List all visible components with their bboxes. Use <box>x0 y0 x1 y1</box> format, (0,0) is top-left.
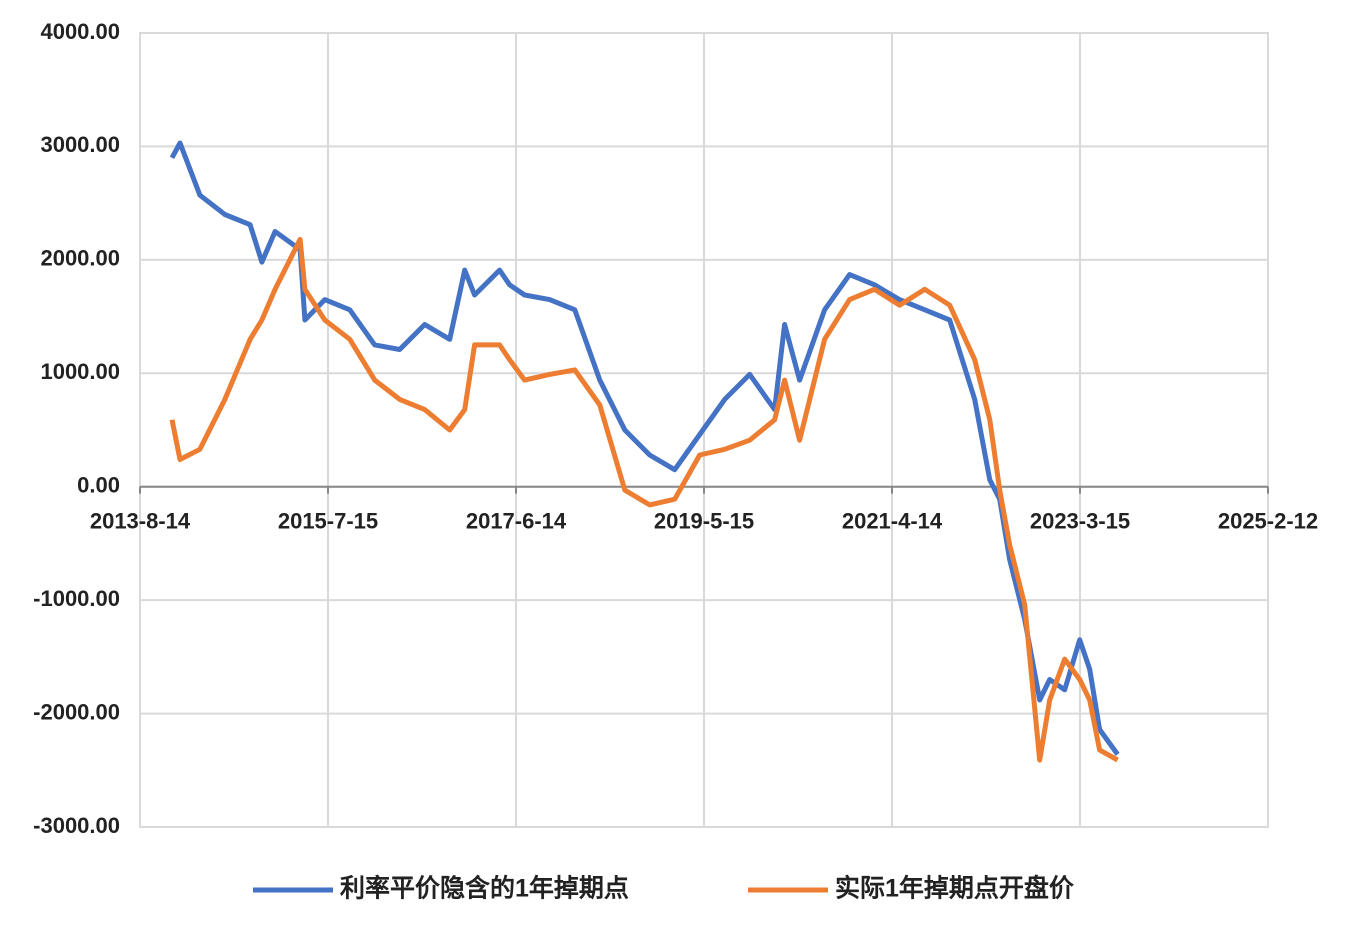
x-tick-label: 2013-8-14 <box>90 509 191 534</box>
y-tick-label: 2000.00 <box>40 246 120 271</box>
x-tick-label: 2025-2-12 <box>1218 509 1318 534</box>
series-line <box>169 236 1119 763</box>
y-tick-label: -3000.00 <box>33 813 120 838</box>
y-tick-label: -1000.00 <box>33 586 120 611</box>
legend-label: 利率平价隐含的1年掉期点 <box>340 874 629 903</box>
y-tick-label: 0.00 <box>77 473 120 498</box>
legend-label: 实际1年掉期点开盘价 <box>835 874 1075 903</box>
x-tick-label: 2015-7-15 <box>278 509 378 534</box>
y-tick-label: 4000.00 <box>40 19 120 44</box>
series-line <box>169 140 1120 756</box>
x-tick-label: 2017-6-14 <box>466 509 567 534</box>
y-tick-label: 3000.00 <box>40 132 120 157</box>
y-tick-label: -2000.00 <box>33 699 120 724</box>
x-tick-label: 2019-5-15 <box>654 509 754 534</box>
x-tick-label: 2021-4-14 <box>842 509 943 534</box>
x-tick-label: 2023-3-15 <box>1030 509 1130 534</box>
y-tick-label: 1000.00 <box>40 359 120 384</box>
